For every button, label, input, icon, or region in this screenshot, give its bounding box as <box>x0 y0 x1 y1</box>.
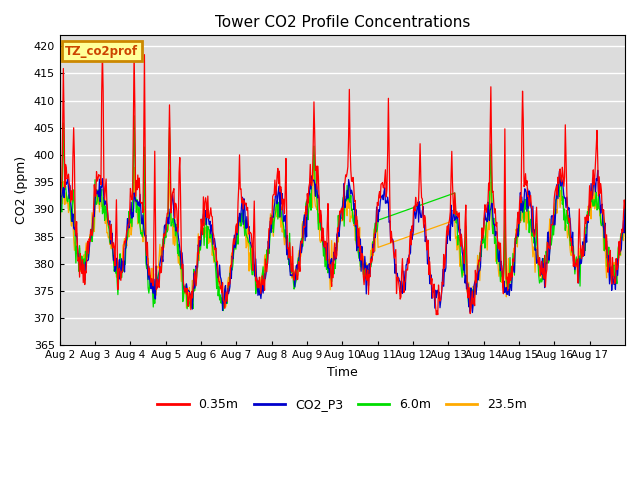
Y-axis label: CO2 (ppm): CO2 (ppm) <box>15 156 28 224</box>
CO2_P3 <box>275 183 283 189</box>
23.5m <box>122 237 130 243</box>
6.0m <box>255 288 263 294</box>
0.35m <box>621 205 629 211</box>
Title: Tower CO2 Profile Concentrations: Tower CO2 Profile Concentrations <box>214 15 470 30</box>
CO2_P3 <box>594 168 602 173</box>
CO2_P3 <box>254 292 262 298</box>
6.0m <box>220 308 227 313</box>
CO2_P3 <box>56 212 63 218</box>
23.5m <box>56 217 63 223</box>
6.0m <box>403 207 410 213</box>
6.0m <box>228 265 236 271</box>
23.5m <box>403 235 410 240</box>
23.5m <box>186 305 194 311</box>
23.5m <box>227 264 234 269</box>
CO2_P3 <box>468 310 476 315</box>
Line: 0.35m: 0.35m <box>60 52 625 315</box>
0.35m <box>56 183 63 189</box>
23.5m <box>255 278 262 284</box>
CO2_P3 <box>401 278 408 284</box>
6.0m <box>122 240 130 246</box>
Line: 23.5m: 23.5m <box>60 156 625 308</box>
0.35m <box>227 263 234 268</box>
CO2_P3 <box>122 245 130 251</box>
X-axis label: Time: Time <box>327 366 358 379</box>
6.0m <box>56 213 63 218</box>
0.35m <box>433 312 440 318</box>
0.35m <box>401 278 409 284</box>
0.35m <box>255 285 262 291</box>
6.0m <box>131 113 138 119</box>
0.35m <box>434 312 442 317</box>
23.5m <box>434 223 442 229</box>
CO2_P3 <box>433 295 440 300</box>
Legend: 0.35m, CO2_P3, 6.0m, 23.5m: 0.35m, CO2_P3, 6.0m, 23.5m <box>152 394 532 417</box>
CO2_P3 <box>226 284 234 289</box>
0.35m <box>99 49 106 55</box>
6.0m <box>434 196 442 202</box>
Line: 6.0m: 6.0m <box>60 116 625 311</box>
6.0m <box>621 202 629 208</box>
23.5m <box>310 154 318 159</box>
CO2_P3 <box>621 204 629 210</box>
0.35m <box>123 228 131 234</box>
Line: CO2_P3: CO2_P3 <box>60 170 625 312</box>
23.5m <box>276 209 284 215</box>
Text: TZ_co2prof: TZ_co2prof <box>65 45 138 58</box>
6.0m <box>277 207 285 213</box>
23.5m <box>621 217 629 223</box>
0.35m <box>276 189 284 194</box>
